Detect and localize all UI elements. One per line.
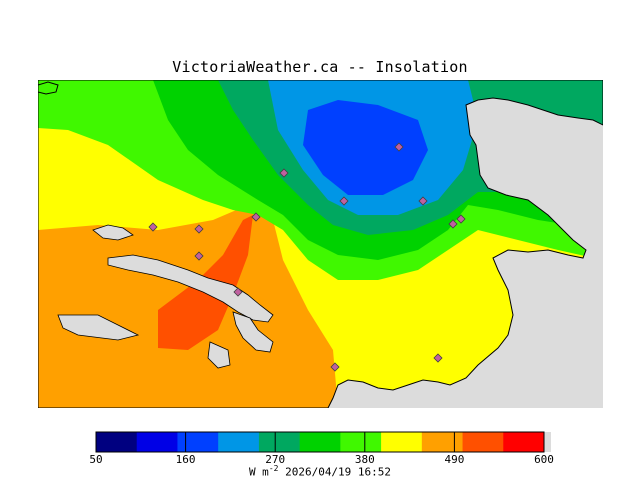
station-markers	[148, 142, 466, 372]
colorbar-tick-label: 380	[354, 453, 375, 466]
footer: W m-2 2026/04/19 16:52	[0, 464, 640, 479]
colorbar-cell	[258, 432, 301, 452]
unit-label: W m	[248, 465, 269, 479]
station-marker	[456, 214, 466, 224]
colorbar-cell	[96, 432, 138, 452]
station-marker	[394, 142, 404, 152]
contour-band-160	[303, 100, 428, 195]
station-marker	[330, 362, 340, 372]
colorbar-tick-label: 160	[175, 453, 196, 466]
station-marker	[194, 224, 204, 234]
colorbar-cell	[218, 432, 260, 452]
colorbar-cell	[340, 432, 382, 452]
inlets	[57, 224, 274, 369]
station-marker	[418, 196, 428, 206]
colorbar-cell	[136, 432, 178, 452]
colorbar-cell	[177, 432, 219, 452]
insolation-map	[38, 80, 603, 408]
colorbar-ticks	[95, 432, 545, 452]
station-marker	[233, 287, 243, 297]
colorbar-cell	[381, 432, 423, 452]
unit-exponent: -2	[268, 464, 279, 473]
map-title: VictoriaWeather.ca -- Insolation	[172, 58, 468, 76]
colorbar-tick-label: 50	[89, 453, 103, 466]
station-marker	[279, 168, 289, 178]
colorbar-cell	[299, 432, 341, 452]
station-marker	[251, 212, 261, 222]
colorbar-cell	[421, 432, 464, 452]
station-marker	[148, 222, 158, 232]
colorbar-cells	[96, 432, 545, 452]
colorbar-tick-label: 600	[534, 453, 554, 466]
station-marker	[194, 251, 204, 261]
station-marker	[339, 196, 349, 206]
colorbar-cell	[462, 432, 504, 452]
island	[38, 81, 59, 95]
station-marker	[433, 353, 443, 363]
colorbar-cell	[503, 432, 545, 452]
colorbar-tick-label: 490	[444, 453, 465, 466]
timestamp: 2026/04/19 16:52	[285, 465, 392, 479]
station-marker	[448, 219, 458, 229]
colorbar-tick-label: 270	[265, 453, 286, 466]
